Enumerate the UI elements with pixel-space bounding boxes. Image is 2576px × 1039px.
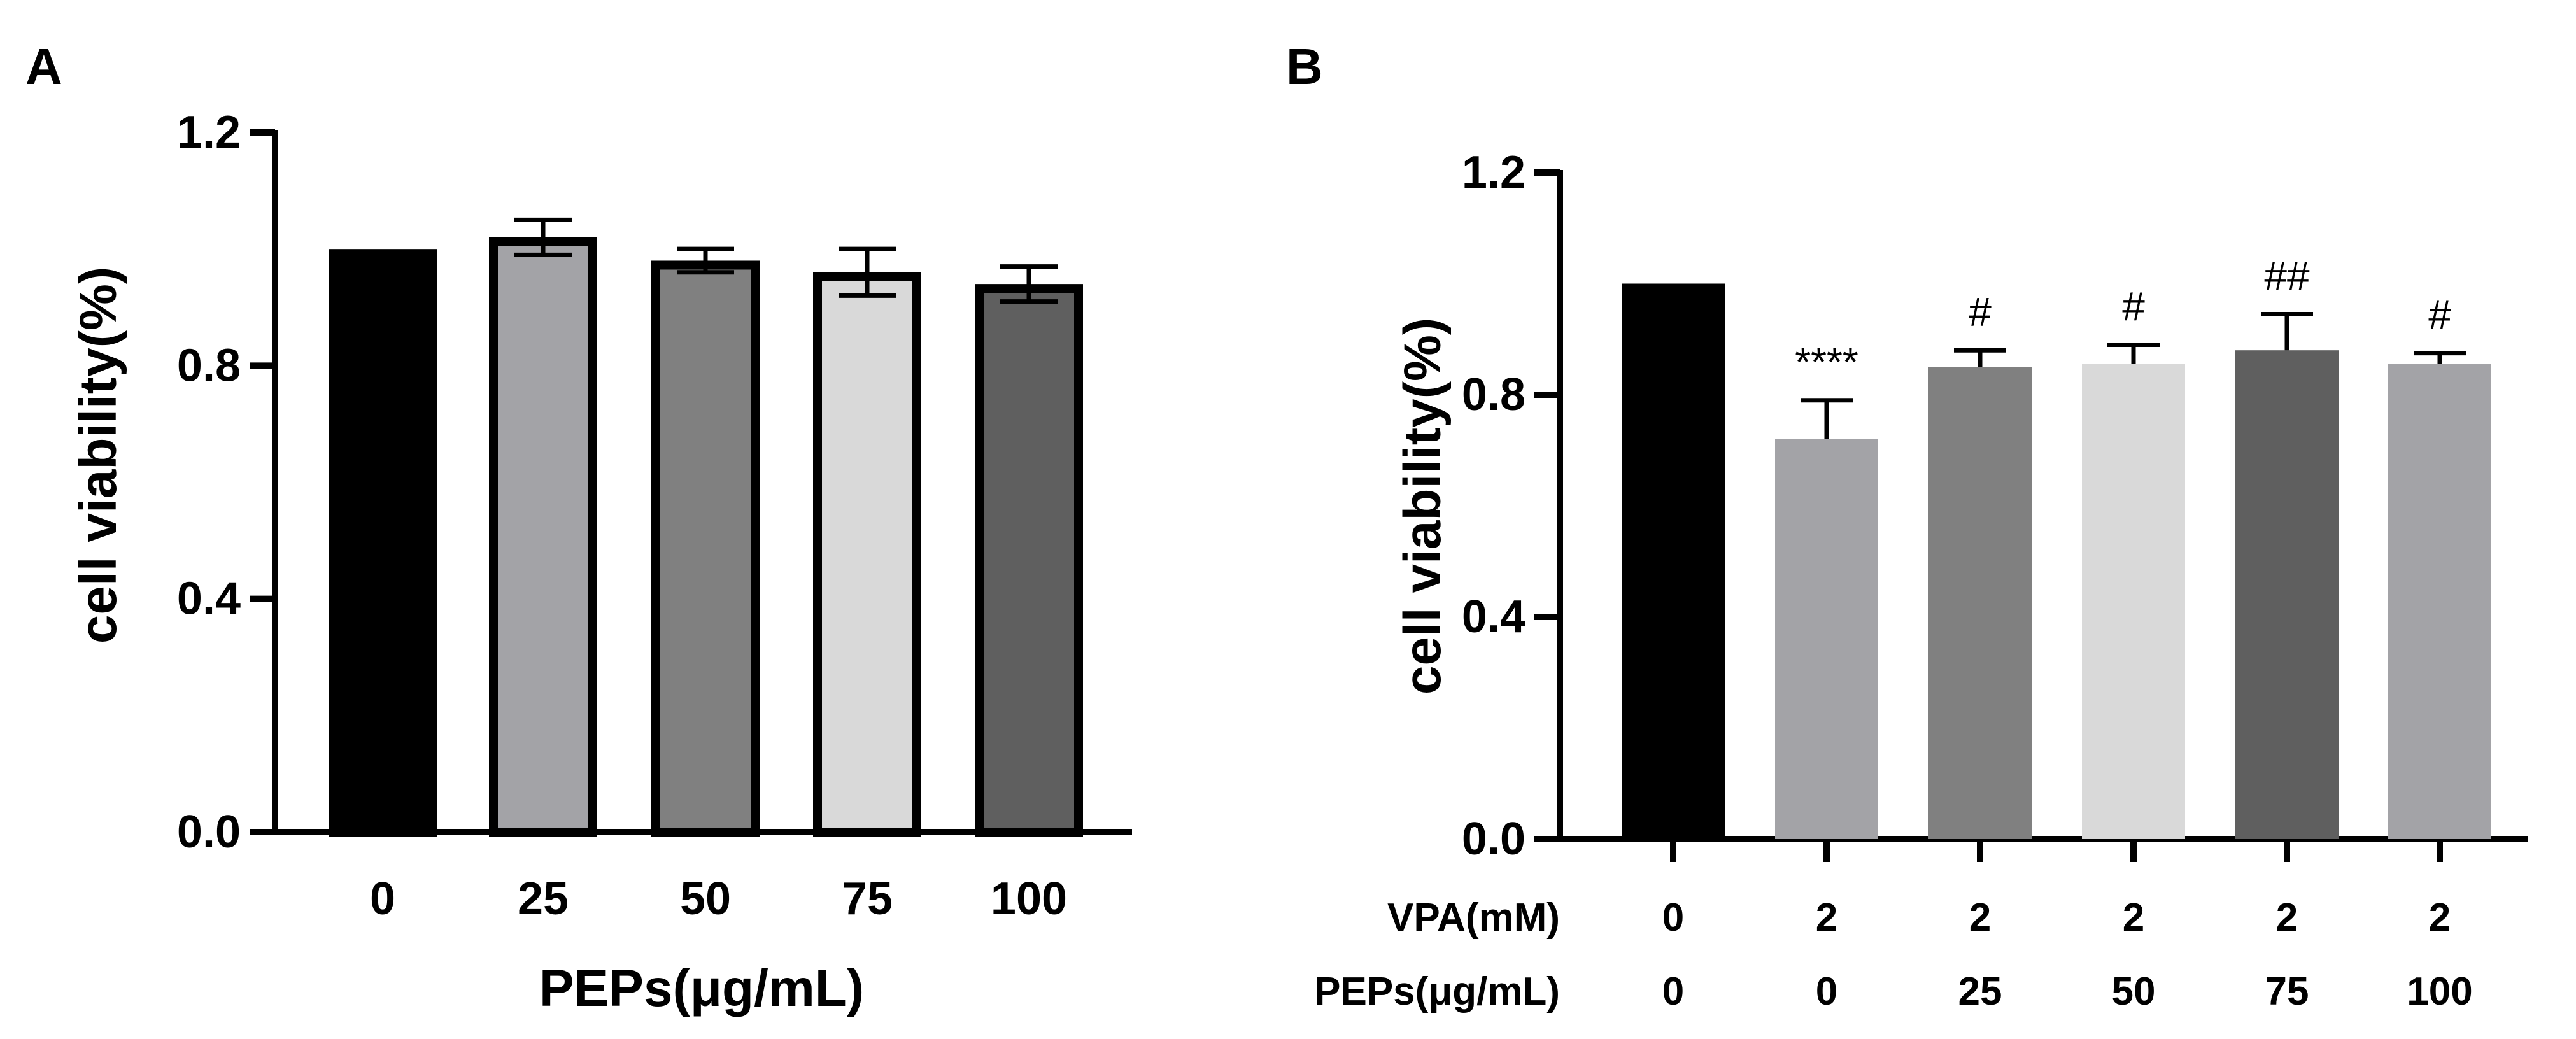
panel-a-y-tick-label: 1.2 (177, 107, 241, 158)
panel-a-x-tick-label: 75 (842, 873, 893, 924)
panel-a-label: A (25, 38, 62, 95)
panel-b-row-value: 100 (2407, 970, 2472, 1014)
panel-b-row-value: 75 (2265, 970, 2309, 1014)
panel-a-bar (975, 284, 1083, 837)
panel-a-x-tick-label: 100 (991, 873, 1067, 924)
panel-a-y-tick-label: 0.4 (177, 574, 241, 625)
panel-b-significance-mark: **** (1795, 339, 1858, 385)
panel-b-y-tick-label: 0.0 (1462, 814, 1525, 865)
panel-b-significance-mark: # (1969, 289, 1992, 335)
panel-b-bar (2235, 350, 2339, 839)
panel-a-x-tick-label: 25 (518, 873, 569, 924)
panel-a-bar (813, 272, 921, 837)
panel-a-x-tick-label: 50 (680, 873, 731, 924)
panel-a-bar (489, 237, 597, 837)
panel-a-bar (329, 249, 437, 837)
panel-b-row-value: 2 (2123, 896, 2144, 940)
panel-b-bar (2388, 364, 2491, 839)
panel-b-row-value: 50 (2112, 970, 2156, 1014)
panel-b-y-axis-title: cell viability(%) (1394, 318, 1452, 695)
panel-b-row-value: 0 (1816, 970, 1837, 1014)
panel-a: A cell viability(%) PEPs(μg/mL) 0.0 0.4 0.… (25, 38, 1132, 1017)
panel-b-significance-mark: ## (2264, 253, 2310, 299)
panel-b-row-value: 0 (1662, 970, 1684, 1014)
panel-b-bar (1928, 367, 2032, 839)
panel-b: B cell viability(%) 0.00.40.81.2****# ###… (1286, 38, 2528, 1014)
panel-b-significance-mark: # (2428, 292, 2451, 338)
panel-b-row-label: PEPs(μg/mL) (1314, 970, 1560, 1014)
panel-b-row-value: 25 (1958, 970, 2002, 1014)
panel-a-x-axis-title: PEPs(μg/mL) (539, 959, 864, 1017)
panel-b-row-label: VPA(mM) (1387, 896, 1560, 940)
panel-a-y-tick-label: 0.8 (177, 340, 241, 391)
panel-b-row-value: 2 (1969, 896, 1991, 940)
panel-b-row-value: 2 (1816, 896, 1837, 940)
panel-b-significance-mark: # (2122, 283, 2145, 329)
panel-b-bar (2082, 364, 2185, 839)
panel-b-row-value: 2 (2429, 896, 2451, 940)
panel-a-y-axis-title: cell viability(%) (69, 267, 127, 644)
panel-b-y-tick-label: 0.8 (1462, 369, 1525, 420)
panel-b-y-tick-label: 0.4 (1462, 591, 1525, 642)
panel-b-y-tick-label: 1.2 (1462, 147, 1525, 198)
panel-b-label: B (1286, 38, 1323, 95)
panel-b-row-value: 2 (2276, 896, 2298, 940)
panel-a-y-tick-label: 0.0 (177, 807, 241, 858)
panel-b-bar (1622, 283, 1725, 839)
panel-b-bar (1775, 439, 1878, 839)
panel-a-x-tick-label: 0 (370, 873, 395, 924)
panel-b-row-value: 0 (1662, 896, 1684, 940)
panel-a-bar (651, 260, 760, 837)
